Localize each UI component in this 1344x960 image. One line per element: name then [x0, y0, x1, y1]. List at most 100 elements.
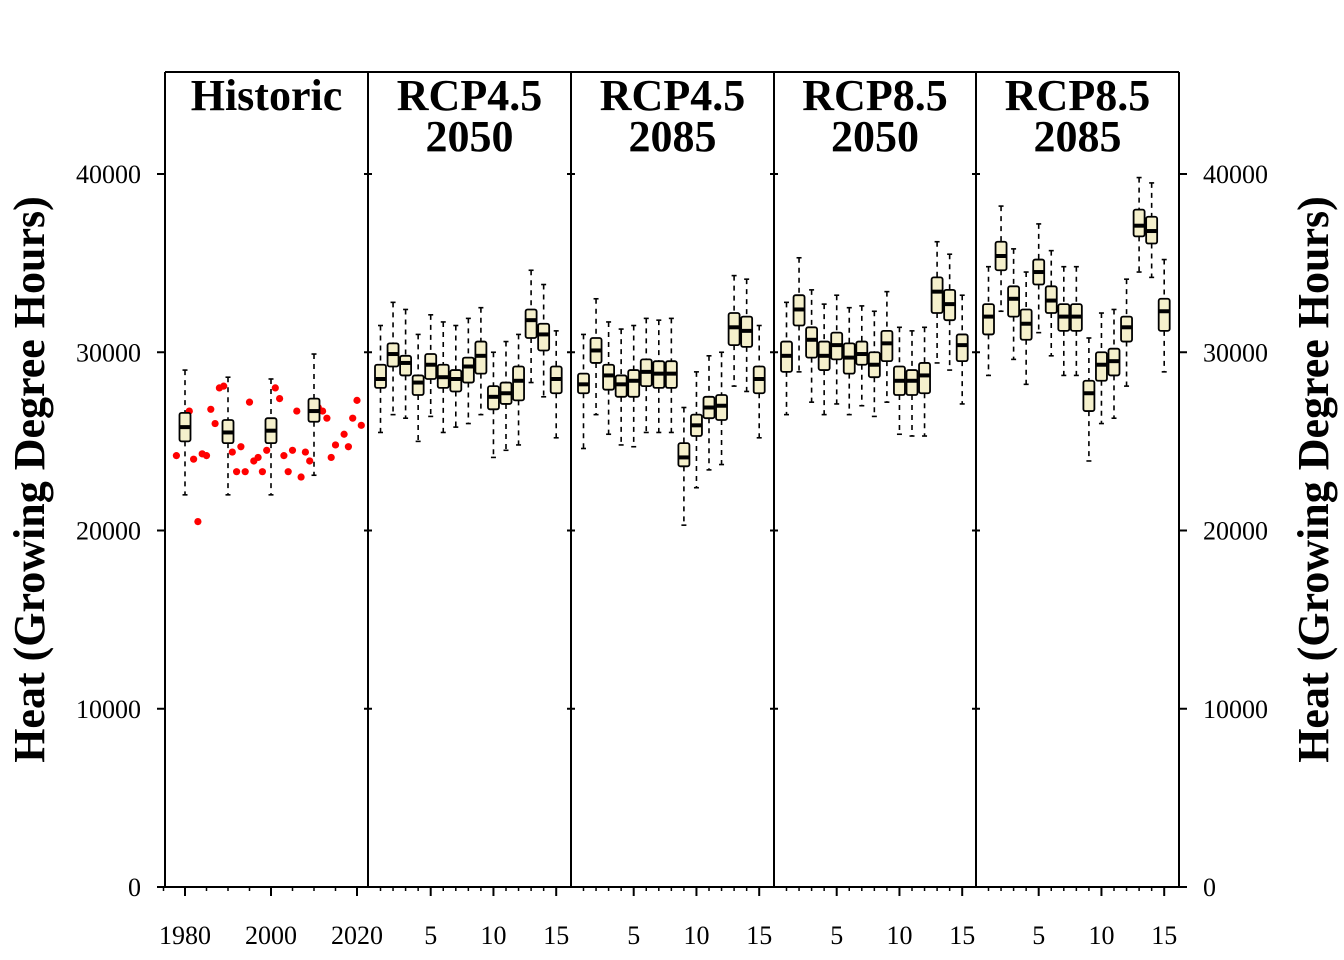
x-tick-label: 15 — [1151, 921, 1177, 950]
x-tick-label: 5 — [830, 921, 843, 950]
box-iqr — [374, 363, 387, 389]
historic-point — [297, 473, 305, 481]
model-box — [727, 274, 741, 387]
model-box — [905, 330, 919, 437]
right-y-axis-title: Heat (Growing Degree Hours) — [1289, 196, 1338, 763]
historic-box — [178, 369, 192, 496]
model-box — [411, 333, 425, 443]
model-box — [602, 321, 615, 436]
left-y-tick-label: 10000 — [76, 695, 141, 724]
model-box — [386, 301, 400, 416]
panel-title-line: RCP8.5 — [802, 71, 947, 120]
right-y-tick-label: 10000 — [1203, 695, 1268, 724]
historic-point — [228, 448, 236, 456]
box-iqr — [537, 322, 551, 352]
box-iqr — [880, 329, 894, 363]
model-box — [474, 306, 488, 416]
model-box — [1044, 249, 1058, 357]
historic-point — [353, 396, 361, 404]
model-box — [867, 310, 881, 418]
model-box — [537, 283, 551, 398]
historic-point — [293, 407, 301, 415]
model-box — [690, 371, 703, 489]
model-box — [449, 324, 463, 428]
panel-title-line: RCP4.5 — [600, 71, 745, 120]
left-y-tick-label: 40000 — [76, 160, 141, 189]
model-box — [1019, 271, 1033, 386]
model-box — [1057, 265, 1071, 377]
historic-box — [307, 353, 321, 477]
model-box — [1132, 176, 1146, 273]
model-box — [855, 305, 869, 407]
historic-point — [220, 382, 228, 390]
historic-point — [237, 443, 245, 451]
historic-point — [280, 452, 288, 460]
x-tick-label: 1980 — [159, 921, 211, 950]
model-box — [1007, 248, 1020, 361]
x-tick-label: 15 — [949, 921, 975, 950]
model-box — [1145, 182, 1159, 279]
model-box — [1082, 337, 1096, 462]
model-box — [487, 351, 500, 459]
model-box — [805, 289, 818, 403]
x-tick-label: 15 — [543, 921, 569, 950]
model-box — [424, 314, 438, 418]
model-box — [817, 303, 831, 416]
box-iqr — [1157, 297, 1171, 332]
historic-point — [245, 398, 254, 406]
box-iqr — [677, 442, 691, 468]
model-box — [715, 351, 728, 466]
model-box — [677, 406, 691, 526]
model-box — [652, 319, 666, 434]
model-box — [930, 240, 944, 364]
model-box — [436, 321, 450, 434]
model-box — [614, 328, 628, 446]
model-box — [1107, 308, 1121, 420]
historic-point — [202, 452, 211, 460]
historic-point — [271, 384, 279, 392]
historic-point — [172, 452, 180, 460]
model-box — [399, 308, 413, 420]
box-iqr — [982, 303, 995, 336]
box-iqr — [805, 326, 818, 359]
left-y-tick-label: 20000 — [76, 517, 141, 546]
model-box — [893, 326, 906, 436]
model-box — [1120, 278, 1133, 387]
model-box — [1069, 265, 1083, 377]
historic-point — [331, 441, 340, 449]
x-tick-label: 2020 — [331, 921, 383, 950]
model-box — [994, 205, 1008, 313]
panel-title-line: 2050 — [831, 112, 919, 161]
box-iqr — [524, 308, 538, 339]
box-iqr — [918, 362, 931, 395]
model-box — [880, 290, 894, 403]
left-y-tick-label: 0 — [128, 873, 141, 902]
box-iqr — [1132, 208, 1146, 238]
historic-point — [344, 443, 352, 451]
model-box — [639, 317, 653, 434]
panel-title-line: RCP8.5 — [1005, 71, 1150, 120]
historic-point — [194, 517, 202, 526]
x-tick-label: 10 — [683, 921, 709, 950]
x-tick-label: 5 — [627, 921, 640, 950]
historic-point — [258, 468, 266, 476]
model-box — [589, 297, 603, 416]
box-iqr — [399, 354, 413, 377]
x-tick-label: 5 — [424, 921, 437, 950]
panel-title-line: Historic — [191, 71, 343, 120]
model-box — [752, 324, 766, 439]
left-y-axis-title: Heat (Growing Degree Hours) — [5, 196, 54, 763]
historic-point — [357, 421, 365, 429]
model-box — [1095, 312, 1108, 425]
historic-point — [190, 455, 198, 463]
box-iqr — [411, 374, 425, 396]
model-box — [627, 324, 641, 448]
historic-point — [323, 414, 331, 422]
model-box — [982, 265, 995, 377]
model-box — [740, 278, 754, 393]
panel-title-line: RCP4.5 — [397, 71, 542, 120]
model-box — [955, 294, 969, 405]
historic-point — [306, 457, 314, 465]
model-box — [830, 294, 844, 405]
model-box — [499, 340, 513, 452]
